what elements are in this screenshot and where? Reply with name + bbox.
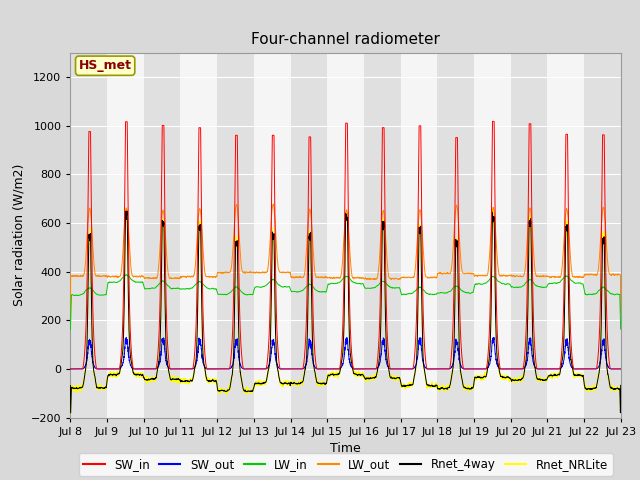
Y-axis label: Solar radiation (W/m2): Solar radiation (W/m2)	[12, 164, 26, 306]
Bar	[70, 53, 107, 418]
Bar	[364, 53, 401, 418]
Bar	[437, 53, 474, 418]
Legend: SW_in, SW_out, LW_in, LW_out, Rnet_4way, Rnet_NRLite: SW_in, SW_out, LW_in, LW_out, Rnet_4way,…	[79, 453, 612, 476]
Bar	[144, 53, 180, 418]
Title: Four-channel radiometer: Four-channel radiometer	[251, 33, 440, 48]
Bar	[584, 53, 621, 418]
Bar	[291, 53, 327, 418]
Text: HS_met: HS_met	[79, 59, 132, 72]
Bar	[511, 53, 547, 418]
Bar	[217, 53, 254, 418]
X-axis label: Time: Time	[330, 442, 361, 455]
